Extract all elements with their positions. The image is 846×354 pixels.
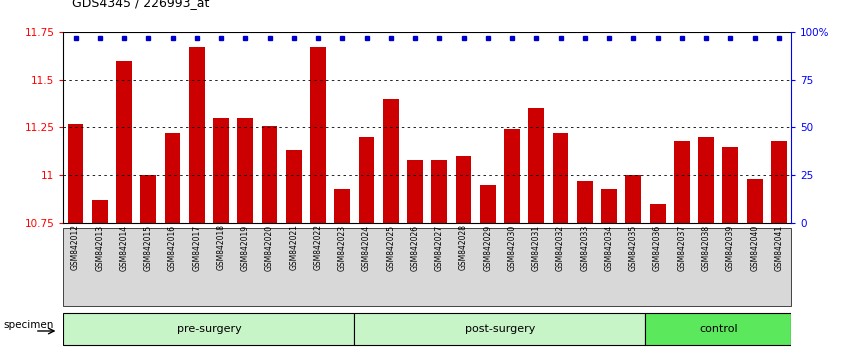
FancyBboxPatch shape	[63, 313, 354, 345]
Bar	[602, 189, 617, 223]
Bar	[334, 189, 350, 223]
Bar	[286, 150, 302, 223]
Bar	[310, 47, 326, 223]
Text: specimen: specimen	[3, 320, 53, 330]
Bar	[577, 181, 593, 223]
Bar	[747, 179, 762, 223]
Bar	[213, 118, 229, 223]
Text: post-surgery: post-surgery	[464, 324, 536, 334]
Bar	[359, 137, 375, 223]
Bar	[261, 126, 277, 223]
FancyBboxPatch shape	[354, 313, 645, 345]
Bar	[504, 129, 520, 223]
Bar	[431, 160, 448, 223]
Bar	[383, 99, 398, 223]
Bar	[116, 61, 132, 223]
Bar	[189, 47, 205, 223]
Bar	[165, 133, 180, 223]
Bar	[625, 175, 641, 223]
Bar	[407, 160, 423, 223]
Bar	[238, 118, 253, 223]
Text: GDS4345 / 226993_at: GDS4345 / 226993_at	[72, 0, 209, 9]
Bar	[140, 175, 157, 223]
Bar	[674, 141, 689, 223]
Text: control: control	[699, 324, 738, 334]
Bar	[92, 200, 107, 223]
Bar	[771, 141, 787, 223]
Bar	[529, 108, 544, 223]
Bar	[722, 147, 739, 223]
Text: pre-surgery: pre-surgery	[177, 324, 241, 334]
Bar	[68, 124, 84, 223]
Bar	[552, 133, 569, 223]
Bar	[650, 204, 666, 223]
Bar	[698, 137, 714, 223]
Bar	[480, 185, 496, 223]
FancyBboxPatch shape	[645, 313, 791, 345]
Bar	[456, 156, 471, 223]
